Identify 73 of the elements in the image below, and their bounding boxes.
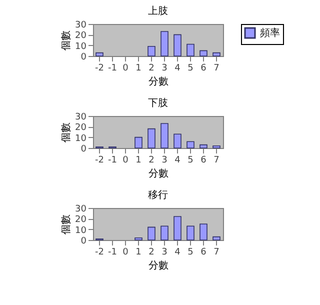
x-tick-label: 4: [174, 248, 181, 258]
x-tick-label: 0: [122, 156, 129, 166]
x-tick-label: -1: [108, 64, 117, 74]
bar: [186, 226, 194, 240]
x-tick-label: 5: [188, 248, 194, 258]
x-tick-label: 0: [122, 248, 129, 258]
y-tick-label: 0: [80, 236, 87, 246]
y-axis-title: 個數: [60, 122, 72, 142]
x-tick-label: 2: [148, 248, 154, 258]
bar: [212, 145, 220, 148]
bar: [160, 31, 168, 56]
x-tick-label: 6: [200, 64, 207, 74]
x-tick-label: 3: [162, 248, 168, 258]
y-tick-label: 0: [80, 52, 87, 62]
bar: [148, 128, 156, 148]
chart-title: 上肢: [148, 5, 168, 17]
y-axis-title: 個數: [60, 214, 72, 234]
y-tick-label: 10: [75, 42, 87, 52]
chart-title: 下肢: [148, 97, 168, 109]
y-tick-label: 20: [75, 31, 87, 42]
bar: [134, 237, 142, 240]
bar: [160, 226, 168, 240]
x-tick-label: 1: [136, 64, 142, 74]
x-tick-label: 3: [162, 64, 168, 74]
bar: [200, 144, 208, 148]
x-tick-label: 0: [122, 64, 129, 74]
bar: [148, 46, 156, 56]
y-tick-label: 10: [75, 134, 87, 144]
y-tick-label: 10: [75, 226, 87, 236]
x-tick-label: 5: [188, 64, 194, 74]
x-tick-label: 2: [148, 156, 154, 166]
y-axis-title: 個數: [60, 30, 72, 50]
bar: [186, 44, 194, 56]
x-tick-label: -1: [108, 156, 117, 166]
y-tick-label: 30: [75, 204, 87, 214]
x-tick-label: 4: [174, 156, 181, 166]
bar: [212, 236, 220, 240]
x-tick-label: -1: [108, 248, 117, 258]
x-axis-title: 分數: [148, 168, 168, 180]
y-tick-label: 30: [75, 20, 87, 30]
bar: [148, 226, 156, 240]
bar: [174, 216, 182, 240]
bar: [212, 52, 220, 56]
y-tick-label: 20: [75, 215, 87, 226]
y-tick-label: 30: [75, 112, 87, 122]
x-tick-label: -2: [95, 248, 104, 258]
x-tick-label: 7: [214, 64, 220, 74]
x-tick-label: 7: [214, 156, 220, 166]
x-tick-label: 2: [148, 64, 154, 74]
bar: [186, 141, 194, 148]
bar: [174, 34, 182, 56]
bar: [96, 52, 104, 56]
x-tick-label: -2: [95, 156, 104, 166]
bar: [160, 123, 168, 148]
bar: [200, 50, 208, 56]
legend-label: 頻率: [260, 27, 280, 39]
bar: [200, 224, 208, 240]
x-tick-label: 4: [174, 64, 181, 74]
x-tick-label: 6: [200, 156, 207, 166]
bar: [174, 134, 182, 148]
bar: [134, 136, 142, 148]
x-axis-title: 分數: [148, 76, 168, 88]
y-tick-label: 20: [75, 123, 87, 134]
x-tick-label: -2: [95, 64, 104, 74]
x-tick-label: 6: [200, 248, 207, 258]
x-tick-label: 3: [162, 156, 168, 166]
x-tick-label: 1: [136, 248, 142, 258]
x-axis-title: 分數: [148, 260, 168, 272]
y-tick-label: 0: [80, 144, 87, 154]
x-tick-label: 7: [214, 248, 220, 258]
x-tick-label: 5: [188, 156, 194, 166]
x-tick-label: 1: [136, 156, 142, 166]
chart-title: 移行: [148, 189, 168, 201]
